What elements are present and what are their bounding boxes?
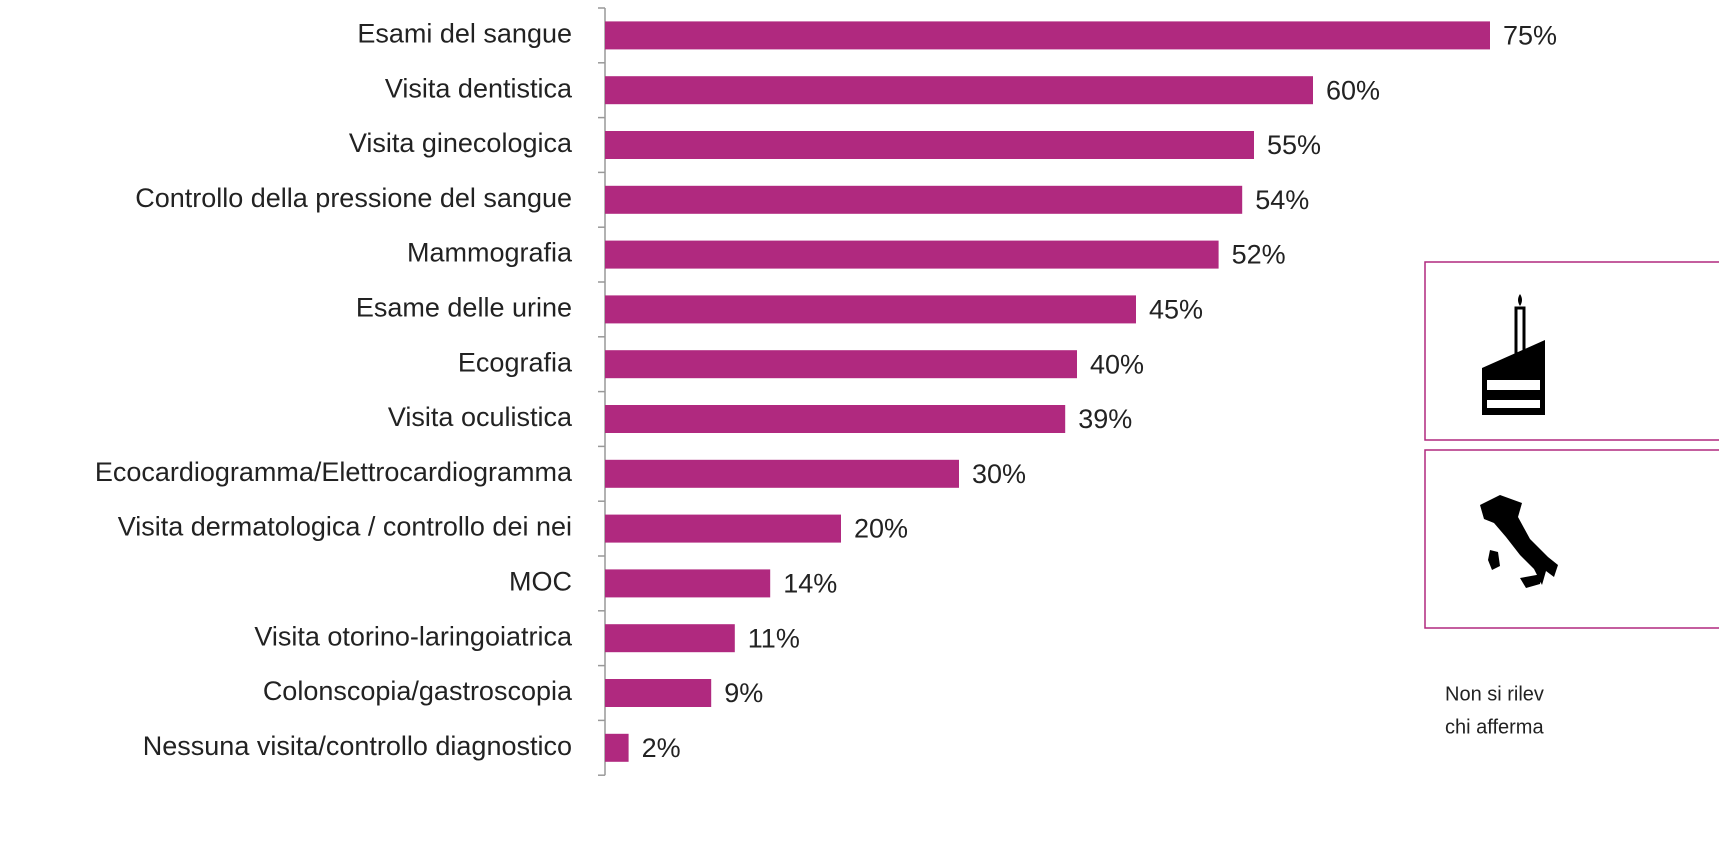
value-label: 54% [1255,185,1309,215]
icon-box [1424,449,1719,629]
bar [605,733,629,762]
italy-icon [1480,495,1558,588]
bar [605,295,1136,324]
category-label: Esame delle urine [356,293,572,323]
value-label: 39% [1078,404,1132,434]
icon-box [1424,261,1719,441]
value-label: 75% [1503,21,1557,51]
category-label: Visita dentistica [385,73,573,103]
value-label: 20% [854,514,908,544]
side-panel: Non si rilev chi afferma [1424,261,1719,738]
bar [605,131,1254,159]
value-label: 9% [724,678,763,708]
category-label: Visita dermatologica / controllo dei nei [118,512,572,542]
bar [605,459,959,488]
category-label: Nessuna visita/controllo diagnostico [143,731,572,761]
category-label: Ecocardiogramma/Elettrocardiogramma [95,457,573,487]
category-label: Visita ginecologica [349,128,573,158]
bar [605,514,841,543]
value-label: 60% [1326,75,1380,105]
value-label: 14% [783,569,837,599]
value-label: 11% [748,623,800,653]
category-label: Mammografia [407,238,573,268]
side-note: Non si rilev [1445,683,1544,705]
bar [605,405,1066,433]
value-label: 40% [1090,349,1144,379]
bar [605,185,1243,214]
category-label: Visita otorino-laringoiatrica [254,621,573,651]
bar [605,76,1313,105]
value-label: 52% [1232,240,1286,270]
value-label: 2% [642,733,681,763]
bar [605,569,771,598]
category-label: Visita oculistica [388,402,573,432]
value-label: 45% [1149,295,1203,325]
category-label: Colonscopia/gastroscopia [263,676,573,706]
bar [605,240,1219,269]
bar [605,350,1077,379]
value-label: 30% [972,459,1026,489]
side-note: chi afferma [1445,716,1544,738]
bar [605,21,1490,50]
bar [605,624,735,653]
category-label: Controllo della pressione del sangue [135,183,572,213]
category-label: Esami del sangue [357,19,572,49]
cake-icon [1482,294,1545,415]
category-label: MOC [509,567,572,597]
bar [605,679,712,707]
category-label: Ecografia [458,347,573,377]
value-label: 55% [1267,130,1321,160]
